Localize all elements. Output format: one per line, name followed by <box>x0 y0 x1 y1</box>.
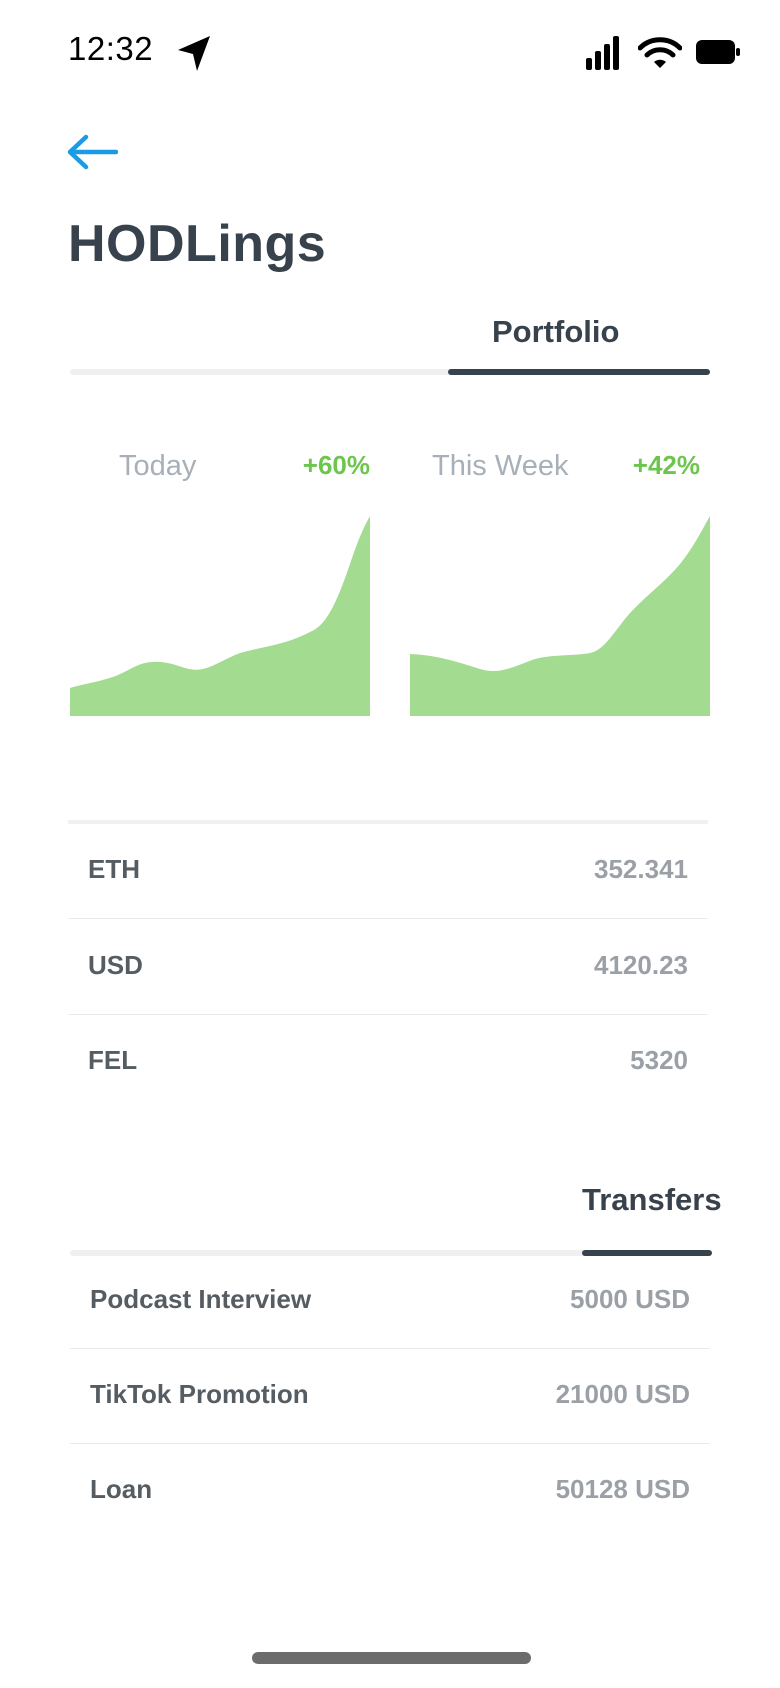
chart-today-label: Today <box>119 450 197 482</box>
holding-amount: 4120.23 <box>594 950 688 980</box>
chart-week-label: This Week <box>432 450 569 482</box>
chart-today <box>70 516 370 716</box>
holding-amount: 352.341 <box>594 854 688 884</box>
transfers-tab-track <box>70 1250 712 1256</box>
tab-portfolio[interactable]: Portfolio <box>492 314 620 349</box>
transfer-amount: 50128 USD <box>555 1474 690 1504</box>
wifi-icon <box>638 37 682 68</box>
holding-symbol: ETH <box>88 854 140 884</box>
holding-row-usd[interactable]: USD 4120.23 <box>68 920 708 1015</box>
chart-today-change: +60% <box>302 450 370 480</box>
transfer-row-loan[interactable]: Loan 50128 USD <box>70 1444 710 1539</box>
portfolio-tab-track <box>70 369 710 375</box>
holding-row-fel[interactable]: FEL 5320 <box>68 1015 708 1110</box>
chart-week-area <box>410 516 710 716</box>
holding-symbol: FEL <box>88 1045 138 1075</box>
transfer-row-tiktok-promotion[interactable]: TikTok Promotion 21000 USD <box>70 1349 710 1444</box>
holding-row-eth[interactable]: ETH 352.341 <box>68 824 708 919</box>
holding-amount: 5320 <box>630 1045 688 1075</box>
holding-symbol: USD <box>88 950 143 980</box>
portfolio-tab-indicator <box>448 369 710 375</box>
battery-icon <box>696 40 740 64</box>
transfer-name: Loan <box>90 1474 153 1504</box>
home-indicator[interactable] <box>252 1652 531 1664</box>
transfer-row-podcast-interview[interactable]: Podcast Interview 5000 USD <box>70 1254 710 1349</box>
page-title: HODLings <box>68 215 327 273</box>
chart-today-area <box>70 516 370 716</box>
arrow-left-icon[interactable] <box>66 132 118 172</box>
transfer-amount: 21000 USD <box>555 1379 690 1409</box>
tab-transfers[interactable]: Transfers <box>582 1182 722 1217</box>
status-bar: 12:32 <box>0 0 780 100</box>
transfers-tab-indicator <box>582 1250 712 1256</box>
transfer-amount: 5000 USD <box>570 1284 690 1314</box>
location-arrow-icon <box>178 36 210 71</box>
chart-week <box>410 516 710 716</box>
holdings-top-divider <box>68 820 708 824</box>
status-time: 12:32 <box>68 30 154 67</box>
transfer-name: TikTok Promotion <box>90 1379 309 1409</box>
transfer-name: Podcast Interview <box>90 1284 312 1314</box>
chart-week-change: +42% <box>632 450 700 480</box>
cellular-signal-icon <box>586 36 619 70</box>
